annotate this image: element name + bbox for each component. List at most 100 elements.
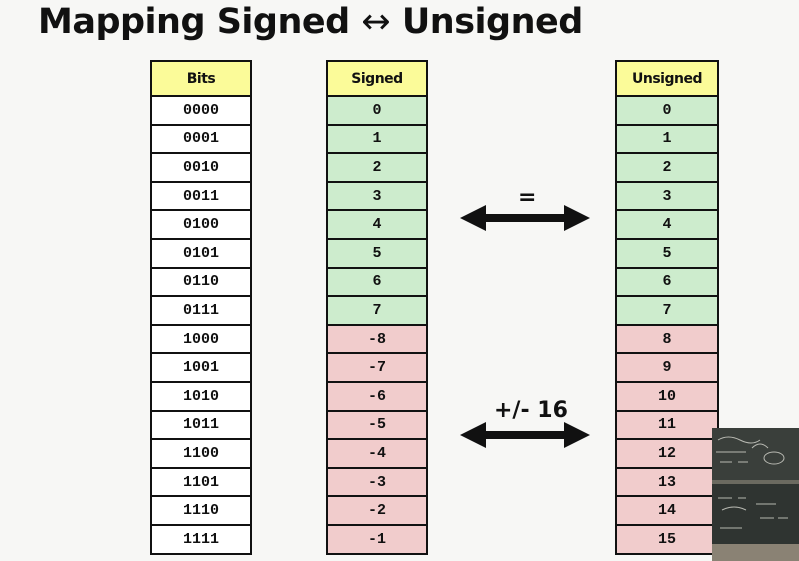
unsigned-table: Unsigned 0 1 2 3 4 5 6 7 8 9 10 11 12 13 14 15 [615, 60, 719, 555]
table-row: 2 [615, 152, 719, 183]
signed-cell: 0 [326, 95, 428, 126]
bits-table: Bits 0000 0001 0010 0011 0100 0101 0110 0111 100… [150, 60, 252, 555]
table-row: 3 [326, 180, 428, 212]
table-row: 1101 [150, 466, 252, 498]
table-row: 1110 [150, 495, 252, 526]
table-row: 1001 [150, 352, 252, 383]
slide-title: Mapping Signed ↔ Unsigned [38, 2, 583, 42]
signed-cell: -4 [326, 438, 428, 469]
table-row: 0111 [150, 295, 252, 326]
table-row: -5 [326, 409, 428, 441]
signed-header: Signed [326, 60, 428, 97]
table-row: -4 [326, 438, 428, 469]
bits-cell: 1010 [150, 380, 252, 412]
table-row: 1000 [150, 323, 252, 355]
unsigned-cell: 11 [615, 409, 719, 441]
bits-cell: 1100 [150, 438, 252, 469]
table-row: 9 [615, 352, 719, 383]
table-row: -7 [326, 352, 428, 383]
table-row: 1011 [150, 409, 252, 441]
table-row: 8 [615, 323, 719, 355]
lecture-video-inset [712, 428, 799, 561]
bits-cell: 0011 [150, 180, 252, 212]
table-row: 4 [326, 209, 428, 240]
unsigned-cell: 6 [615, 266, 719, 298]
signed-cell: -3 [326, 466, 428, 498]
table-row: 12 [615, 438, 719, 469]
bits-cell: 0010 [150, 152, 252, 183]
unsigned-cell: 8 [615, 323, 719, 355]
bits-cell: 0000 [150, 95, 252, 126]
table-row: 0 [615, 95, 719, 126]
bits-cell: 1101 [150, 466, 252, 498]
table-row: 13 [615, 466, 719, 498]
table-row: 0001 [150, 123, 252, 155]
table-row: 1111 [150, 523, 252, 555]
double-arrow-icon [460, 422, 590, 448]
table-row: 15 [615, 523, 719, 555]
unsigned-cell: 3 [615, 180, 719, 212]
table-row: 0100 [150, 209, 252, 240]
table-row: -3 [326, 466, 428, 498]
signed-cell: 2 [326, 152, 428, 183]
bits-cell: 0001 [150, 123, 252, 155]
unsigned-header: Unsigned [615, 60, 719, 97]
table-row: 0101 [150, 237, 252, 269]
table-row: -1 [326, 523, 428, 555]
table-row: 1100 [150, 438, 252, 469]
table-row: 1 [326, 123, 428, 155]
unsigned-cell: 0 [615, 95, 719, 126]
table-row: 6 [615, 266, 719, 298]
table-row: 3 [615, 180, 719, 212]
signed-cell: 5 [326, 237, 428, 269]
table-row: 4 [615, 209, 719, 240]
unsigned-cell: 5 [615, 237, 719, 269]
unsigned-cell: 10 [615, 380, 719, 412]
table-row: 5 [326, 237, 428, 269]
signed-cell: 7 [326, 295, 428, 326]
unsigned-cell: 1 [615, 123, 719, 155]
unsigned-cell: 15 [615, 523, 719, 555]
bits-cell: 1000 [150, 323, 252, 355]
table-row: 7 [615, 295, 719, 326]
signed-cell: -2 [326, 495, 428, 526]
bits-cell: 1111 [150, 523, 252, 555]
bits-cell: 1001 [150, 352, 252, 383]
signed-cell: 1 [326, 123, 428, 155]
table-row: 11 [615, 409, 719, 441]
table-row: -2 [326, 495, 428, 526]
table-row: 2 [326, 152, 428, 183]
table-row: -6 [326, 380, 428, 412]
table-row: -8 [326, 323, 428, 355]
signed-cell: -6 [326, 380, 428, 412]
table-row: 0110 [150, 266, 252, 298]
table-row: 10 [615, 380, 719, 412]
bits-cell: 0111 [150, 295, 252, 326]
equal-label: = [518, 185, 537, 210]
title-left: Mapping Signed [38, 2, 350, 42]
signed-table: Signed 0 1 2 3 4 5 6 7 -8 -7 -6 -5 -4 -3 -2 -1 [326, 60, 428, 555]
signed-cell: -7 [326, 352, 428, 383]
signed-cell: 3 [326, 180, 428, 212]
unsigned-cell: 4 [615, 209, 719, 240]
table-row: 0010 [150, 152, 252, 183]
table-row: 6 [326, 266, 428, 298]
unsigned-cell: 12 [615, 438, 719, 469]
table-row: 1010 [150, 380, 252, 412]
bits-cell: 1110 [150, 495, 252, 526]
unsigned-cell: 14 [615, 495, 719, 526]
unsigned-cell: 13 [615, 466, 719, 498]
unsigned-cell: 2 [615, 152, 719, 183]
signed-cell: 6 [326, 266, 428, 298]
lecture-video-thumbnail-icon [712, 428, 799, 561]
bits-header: Bits [150, 60, 252, 97]
plus-minus-16-label: +/- 16 [494, 398, 568, 423]
table-row: 1 [615, 123, 719, 155]
title-right: Unsigned [401, 2, 583, 42]
bits-cell: 0100 [150, 209, 252, 240]
signed-cell: 4 [326, 209, 428, 240]
signed-cell: -1 [326, 523, 428, 555]
signed-cell: -5 [326, 409, 428, 441]
table-row: 5 [615, 237, 719, 269]
bits-cell: 0101 [150, 237, 252, 269]
